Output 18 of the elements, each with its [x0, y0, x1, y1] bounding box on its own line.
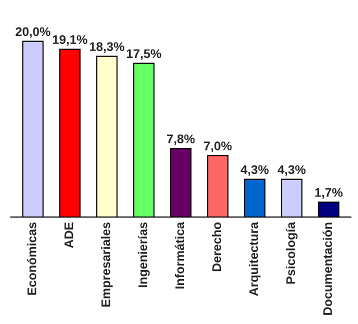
x-tick-label: Derecho — [212, 222, 222, 272]
data-label: 7,8% — [167, 134, 195, 146]
x-tick-label: ADE — [64, 222, 74, 248]
data-label: 20,0% — [16, 27, 50, 38]
x-tick-label: Informática — [174, 222, 184, 288]
x-tick-label: Psicología — [286, 222, 298, 284]
x-tick-label: Documentación — [322, 222, 332, 315]
data-label: 4,3% — [278, 165, 306, 176]
data-label: 17,5% — [126, 49, 162, 60]
x-tick-label: Económicas — [26, 222, 36, 295]
x-tick-label: Arquitectura — [248, 222, 261, 296]
data-label: 4,3% — [240, 165, 269, 176]
x-tick-label: Ingenierías — [138, 222, 150, 288]
data-label: 19,1% — [52, 35, 88, 46]
data-label: 7,0% — [204, 141, 232, 152]
data-label: 1,7% — [315, 188, 343, 199]
data-label: 18,3% — [90, 42, 124, 53]
x-tick-label: Empresariales — [101, 222, 113, 307]
